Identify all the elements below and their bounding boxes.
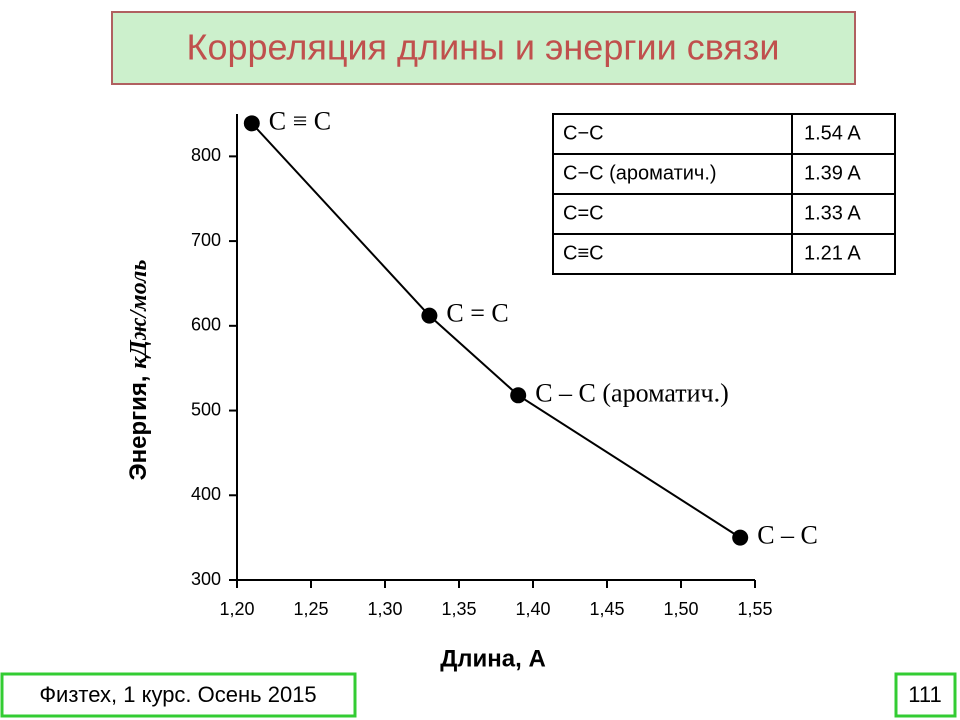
point-label: C – C — [757, 521, 818, 550]
y-tick-label: 300 — [191, 569, 221, 589]
x-tick-label: 1,35 — [441, 599, 476, 619]
y-tick-label: 400 — [191, 484, 221, 504]
table-cell — [791, 233, 896, 275]
x-tick-label: 1,20 — [219, 599, 254, 619]
data-line — [251, 122, 741, 539]
point-label: C = C — [446, 299, 508, 328]
slide-title: Корреляция длины и энергии связи — [186, 27, 779, 68]
table-cell — [791, 153, 896, 195]
x-tick-label: 1,25 — [293, 599, 328, 619]
page-box — [894, 672, 957, 718]
y-tick-label: 500 — [191, 399, 221, 419]
table-text: 1.33 A — [804, 202, 861, 224]
table-text: 1.54 A — [804, 122, 861, 144]
y-label-part: Энергия, — [125, 375, 152, 480]
table-cell — [791, 193, 896, 235]
x-tick-label: 1,55 — [737, 599, 772, 619]
table-cell — [552, 233, 793, 275]
point-label: C ≡ C — [269, 106, 331, 135]
x-tick-label: 1,30 — [367, 599, 402, 619]
data-point — [243, 115, 260, 132]
table-text: C=C — [563, 202, 604, 224]
point-label: C – C (ароматич.) — [535, 378, 729, 407]
x-tick-label: 1,40 — [515, 599, 550, 619]
table-text: C−C — [563, 122, 604, 144]
footer: Физтех, 1 курс. Осень 2015 — [39, 682, 316, 707]
y-tick-label: 700 — [191, 230, 221, 250]
data-point — [510, 387, 527, 404]
table-cell — [552, 193, 793, 235]
x-tick-label: 1,45 — [589, 599, 624, 619]
data-point — [421, 307, 438, 324]
table-text: C−C (ароматич.) — [563, 162, 717, 184]
data-point — [732, 529, 749, 546]
table-cell — [791, 113, 896, 155]
table-text: C≡C — [563, 242, 604, 264]
footer-box — [0, 672, 357, 718]
y-label-unit: кДж/моль — [126, 260, 152, 369]
title-box — [111, 11, 856, 85]
x-tick-label: 1,50 — [663, 599, 698, 619]
y-tick-label: 600 — [191, 315, 221, 335]
y-axis-label: Энергия, кДж/моль — [125, 260, 152, 481]
table-text: 1.21 A — [804, 242, 861, 264]
x-axis-label: Длина, А — [440, 645, 546, 672]
table-text: 1.39 A — [804, 162, 861, 184]
page-number: 111 — [908, 682, 941, 707]
y-tick-label: 800 — [191, 145, 221, 165]
